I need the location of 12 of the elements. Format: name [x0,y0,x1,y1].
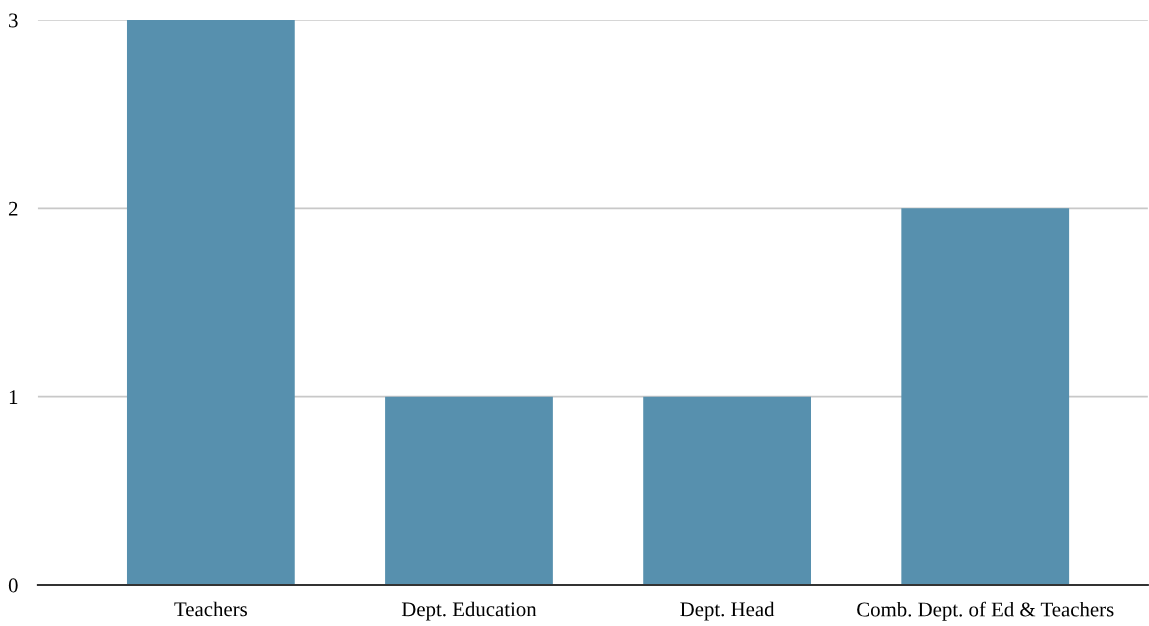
y-tick-label: 2 [8,201,18,216]
x-tick-label: Comb. Dept. of Ed & Teachers [857,601,1114,621]
x-tick-label: Teachers [174,601,247,617]
bar [126,20,295,585]
bar [901,208,1070,585]
x-tick-label: Dept. Head [680,601,775,621]
y-tick-label: 3 [9,13,18,28]
y-tick-label: 1 [9,390,18,404]
bar [385,396,553,585]
y-tick-label: 0 [8,578,18,593]
x-tick-label: Dept. Education [401,601,537,621]
bar [643,396,811,585]
